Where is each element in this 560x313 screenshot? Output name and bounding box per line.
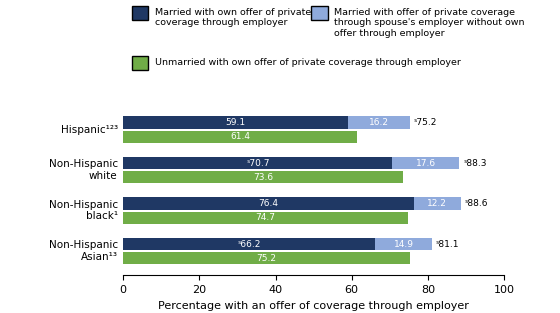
X-axis label: Percentage with an offer of coverage through employer: Percentage with an offer of coverage thr… [158, 301, 469, 311]
Text: Married with own offer of private
coverage through employer: Married with own offer of private covera… [155, 8, 311, 27]
Bar [123, 198, 414, 210]
Bar [123, 252, 409, 264]
Text: 16.2: 16.2 [369, 118, 389, 127]
Bar [123, 131, 357, 143]
Text: 76.4: 76.4 [259, 199, 279, 208]
Bar [414, 198, 460, 210]
Text: 14.9: 14.9 [394, 239, 414, 249]
Text: 75.2: 75.2 [256, 254, 277, 263]
Text: 59.1: 59.1 [226, 118, 246, 127]
Bar [123, 238, 375, 250]
Bar [123, 157, 393, 169]
Text: ˢ88.6: ˢ88.6 [464, 199, 488, 208]
Text: 17.6: 17.6 [416, 159, 436, 167]
Text: ˢ66.2: ˢ66.2 [237, 239, 261, 249]
Text: Married with offer of private coverage
through spouse's employer without own
off: Married with offer of private coverage t… [334, 8, 525, 38]
Text: ˢ70.7: ˢ70.7 [246, 159, 269, 167]
Bar [123, 116, 348, 129]
Bar [393, 157, 459, 169]
Text: 74.7: 74.7 [255, 213, 276, 222]
Text: ˢ81.1: ˢ81.1 [436, 239, 459, 249]
Bar [123, 212, 408, 224]
Bar [375, 238, 432, 250]
Bar [123, 171, 403, 183]
Text: 73.6: 73.6 [253, 173, 273, 182]
Text: 61.4: 61.4 [230, 132, 250, 141]
Text: ˢ88.3: ˢ88.3 [463, 159, 487, 167]
Text: Unmarried with own offer of private coverage through employer: Unmarried with own offer of private cove… [155, 58, 461, 67]
Bar [348, 116, 410, 129]
Text: 12.2: 12.2 [427, 199, 447, 208]
Text: ˢ75.2: ˢ75.2 [414, 118, 437, 127]
